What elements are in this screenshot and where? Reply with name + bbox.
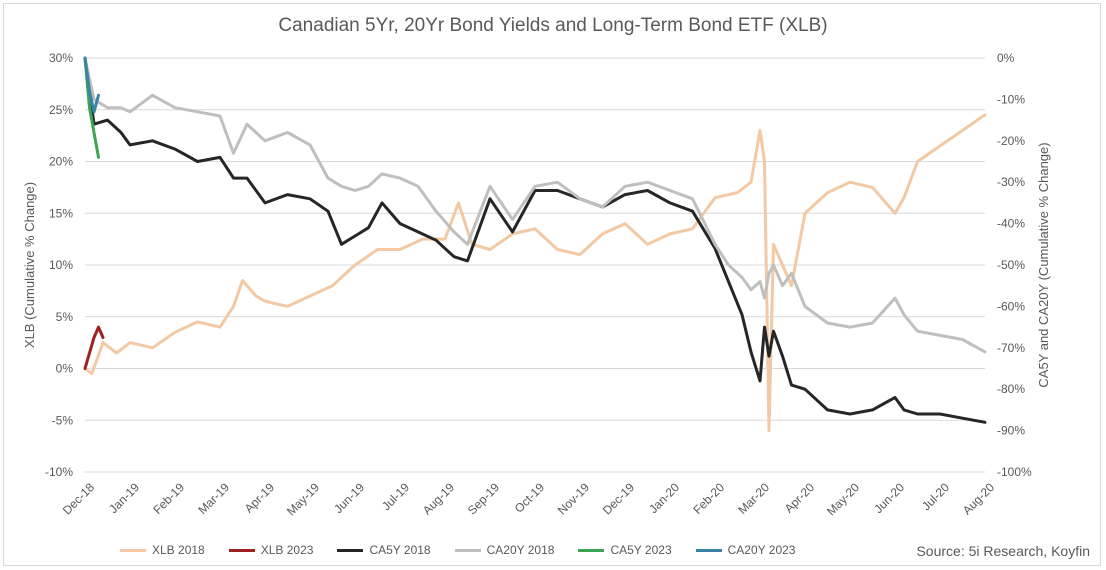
x-tick-label: Apr-19 [242,480,278,516]
legend-item: XLB 2018 [120,543,205,557]
legend-swatch [578,548,605,552]
y-axis-left-label: XLB (Cumulative % Change) [22,182,37,348]
left-tick-label: 25% [49,103,73,117]
x-tick-label: Apr-20 [782,480,818,516]
legend-item: XLB 2023 [228,543,314,557]
legend-label: CA5Y 2018 [369,543,431,557]
series-line-xlb-2023 [83,325,105,370]
legend-label: CA20Y 2023 [727,543,796,557]
legend-swatch [337,548,364,552]
x-tick-label: Dec-19 [600,480,637,517]
legend-item: CA20Y 2018 [454,543,555,557]
x-tick-label: Jun-20 [871,480,907,516]
right-tick-label: -30% [997,175,1025,189]
x-tick-label: May-20 [824,480,862,518]
legend-swatch [120,548,146,552]
x-tick-label: Nov-19 [555,480,592,517]
series-line-ca20y-2018 [83,56,987,354]
x-tick-label: Oct-19 [512,480,548,516]
x-tick-label: Mar-20 [735,480,772,517]
legend-swatch [454,548,481,552]
chart-title: Canadian 5Yr, 20Yr Bond Yields and Long-… [278,15,828,36]
x-tick-label: Feb-20 [690,480,727,517]
left-tick-label: 30% [49,51,73,65]
legend-item: CA5Y 2023 [578,543,672,557]
y-axis-right-label: CA5Y and CA20Y (Cumulative % Change) [1036,142,1051,387]
right-tick-label: -20% [997,134,1025,148]
legend-item: CA20Y 2023 [695,543,796,557]
series-line-ca20y-2023 [83,56,100,114]
x-tick-label: Jul-20 [919,480,952,513]
right-tick-label: -90% [997,424,1025,438]
chart-legend: XLB 2018 XLB 2023 CA5Y 2018 CA20Y 2018 CA5Y … [120,541,819,559]
legend-label: XLB 2018 [152,543,205,557]
right-tick-label: -40% [997,217,1025,231]
x-tick-label: Dec-18 [60,480,97,517]
x-tick-label: Jan-19 [106,480,142,516]
series-line-ca5y-2018 [83,56,987,424]
x-tick-label: Jan-20 [646,480,682,516]
x-tick-label: Feb-19 [150,480,187,517]
legend-swatch [695,548,722,552]
right-tick-label: -10% [997,92,1025,106]
legend-swatch [228,548,255,552]
x-tick-label: Jul-19 [379,480,412,513]
x-tick-label: Aug-20 [960,480,997,517]
left-tick-label: -10% [45,465,73,479]
right-tick-label: -80% [997,382,1025,396]
x-tick-label: Sep-19 [465,480,502,517]
left-tick-label: 5% [56,310,74,324]
legend-item: CA5Y 2018 [337,543,431,557]
left-tick-label: 15% [49,206,73,220]
x-tick-label: Aug-19 [420,480,457,517]
legend-label: CA20Y 2018 [486,543,555,557]
left-tick-label: 20% [49,155,73,169]
left-tick-label: -5% [52,413,74,427]
left-tick-label: 0% [56,362,74,376]
legend-label: XLB 2023 [260,543,314,557]
series-line-xlb-2018 [83,113,987,433]
left-tick-label: 10% [49,258,73,272]
right-tick-label: -60% [997,299,1025,313]
x-tick-label: Jun-19 [331,480,367,516]
source-note: Source: 5i Research, Koyfin [916,543,1090,559]
right-tick-label: 0% [997,51,1015,65]
legend-label: CA5Y 2023 [610,543,672,557]
right-tick-label: -70% [997,341,1025,355]
right-tick-label: -50% [997,258,1025,272]
x-tick-label: Mar-19 [195,480,232,517]
x-tick-label: May-19 [284,480,322,518]
right-tick-label: -100% [997,465,1032,479]
